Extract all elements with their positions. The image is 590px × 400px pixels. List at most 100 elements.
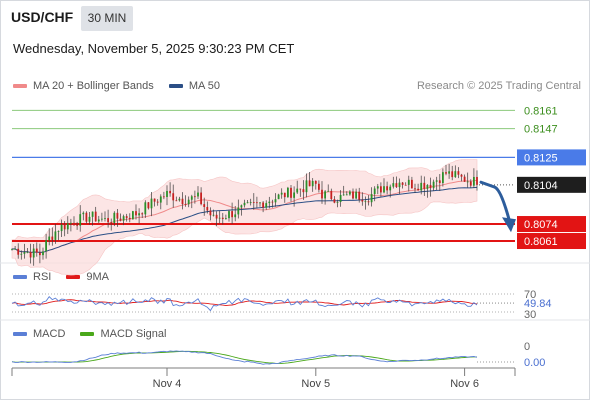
ma50-line <box>11 186 478 254</box>
support-badge <box>517 233 586 250</box>
rsi-tick-30: 30 <box>524 309 536 321</box>
candle <box>429 177 432 197</box>
candle <box>339 190 342 207</box>
candle <box>48 228 51 246</box>
candle-body <box>361 199 364 202</box>
candle <box>228 209 230 222</box>
candle-body <box>438 180 441 184</box>
candle <box>197 186 199 199</box>
candle-body <box>302 189 305 193</box>
candle <box>327 184 330 192</box>
candle-body <box>57 231 60 232</box>
candle <box>349 190 351 196</box>
candle <box>29 243 32 264</box>
legend-label-ma50: MA 50 <box>188 80 221 92</box>
candle <box>469 179 472 188</box>
rsi-tick-70: 70 <box>524 289 536 301</box>
candle <box>355 188 357 200</box>
candle-body <box>411 179 413 189</box>
candle <box>293 186 295 207</box>
candle-body <box>373 188 376 195</box>
candle <box>79 205 82 232</box>
candle-body <box>271 201 274 203</box>
candle-body <box>135 211 137 216</box>
macd-current-label: 0.00 <box>524 357 545 369</box>
candle-body <box>39 252 41 256</box>
candle-body <box>14 248 16 250</box>
candle <box>376 183 379 195</box>
candle <box>206 201 209 214</box>
candle-body <box>29 251 32 258</box>
candle-body <box>370 194 373 203</box>
candle <box>352 188 354 200</box>
candle-body <box>17 248 20 255</box>
candle-body <box>324 191 326 199</box>
candle-body <box>246 202 249 204</box>
candle-body <box>32 248 35 258</box>
candle <box>169 182 171 197</box>
candle-body <box>125 216 128 218</box>
candle <box>280 188 283 199</box>
macd-legend: MACD MACD Signal <box>13 328 178 340</box>
candle-body <box>169 190 171 194</box>
support-label: 0.8074 <box>524 219 558 231</box>
current-price-label: 0.8104 <box>524 180 558 192</box>
candle <box>82 211 85 221</box>
support-label: 0.8061 <box>524 236 558 248</box>
candle-body <box>11 248 13 250</box>
candle-body <box>119 218 122 221</box>
candle <box>212 209 215 217</box>
candle-body <box>414 188 416 190</box>
candle <box>311 178 314 192</box>
candle-body <box>327 190 330 192</box>
candle <box>308 172 311 187</box>
candle <box>35 242 38 257</box>
legend-item-ma20: MA 20 + Bollinger Bands <box>13 80 154 92</box>
candle <box>153 198 156 207</box>
candle <box>147 202 150 210</box>
candle <box>318 180 320 193</box>
support-badge <box>517 216 586 233</box>
price-legend: MA 20 + Bollinger Bands MA 50 <box>13 80 232 92</box>
candle-body <box>85 212 88 222</box>
candle-body <box>277 194 280 200</box>
candle-body <box>231 211 233 218</box>
forecast-arrow-shaft <box>479 180 511 221</box>
candle-body <box>420 182 423 191</box>
candle <box>283 192 286 203</box>
candle-body <box>259 202 261 204</box>
candle <box>262 201 264 213</box>
candle <box>407 175 410 192</box>
candle <box>451 165 454 181</box>
candle-body <box>249 202 252 203</box>
candle <box>457 167 460 179</box>
candle-body <box>364 201 367 203</box>
candle-body <box>70 222 72 224</box>
candle-body <box>237 207 240 215</box>
candle <box>138 208 140 224</box>
candle <box>448 164 450 179</box>
legend-label-ma20: MA 20 + Bollinger Bands <box>33 80 154 92</box>
candle <box>23 243 26 259</box>
candle <box>277 193 280 200</box>
candle <box>26 248 29 254</box>
candle <box>184 195 187 207</box>
candle <box>172 184 175 208</box>
candle-body <box>147 202 150 209</box>
candle <box>187 196 190 208</box>
candle <box>370 187 373 207</box>
candle-body <box>200 192 202 205</box>
candle-body <box>311 180 314 187</box>
candle-body <box>194 196 196 198</box>
candle-body <box>469 181 472 186</box>
legend-label-9ma: 9MA <box>86 271 110 283</box>
candle <box>200 187 202 206</box>
legend-swatch-9ma <box>66 275 81 280</box>
candle <box>445 164 447 176</box>
candle-body <box>336 201 339 203</box>
x-tick-label: Nov 4 <box>153 378 182 390</box>
candle <box>460 173 463 182</box>
timeframe-badge[interactable]: 30 MIN <box>81 6 133 31</box>
legend-swatch-ma20 <box>13 84 27 89</box>
